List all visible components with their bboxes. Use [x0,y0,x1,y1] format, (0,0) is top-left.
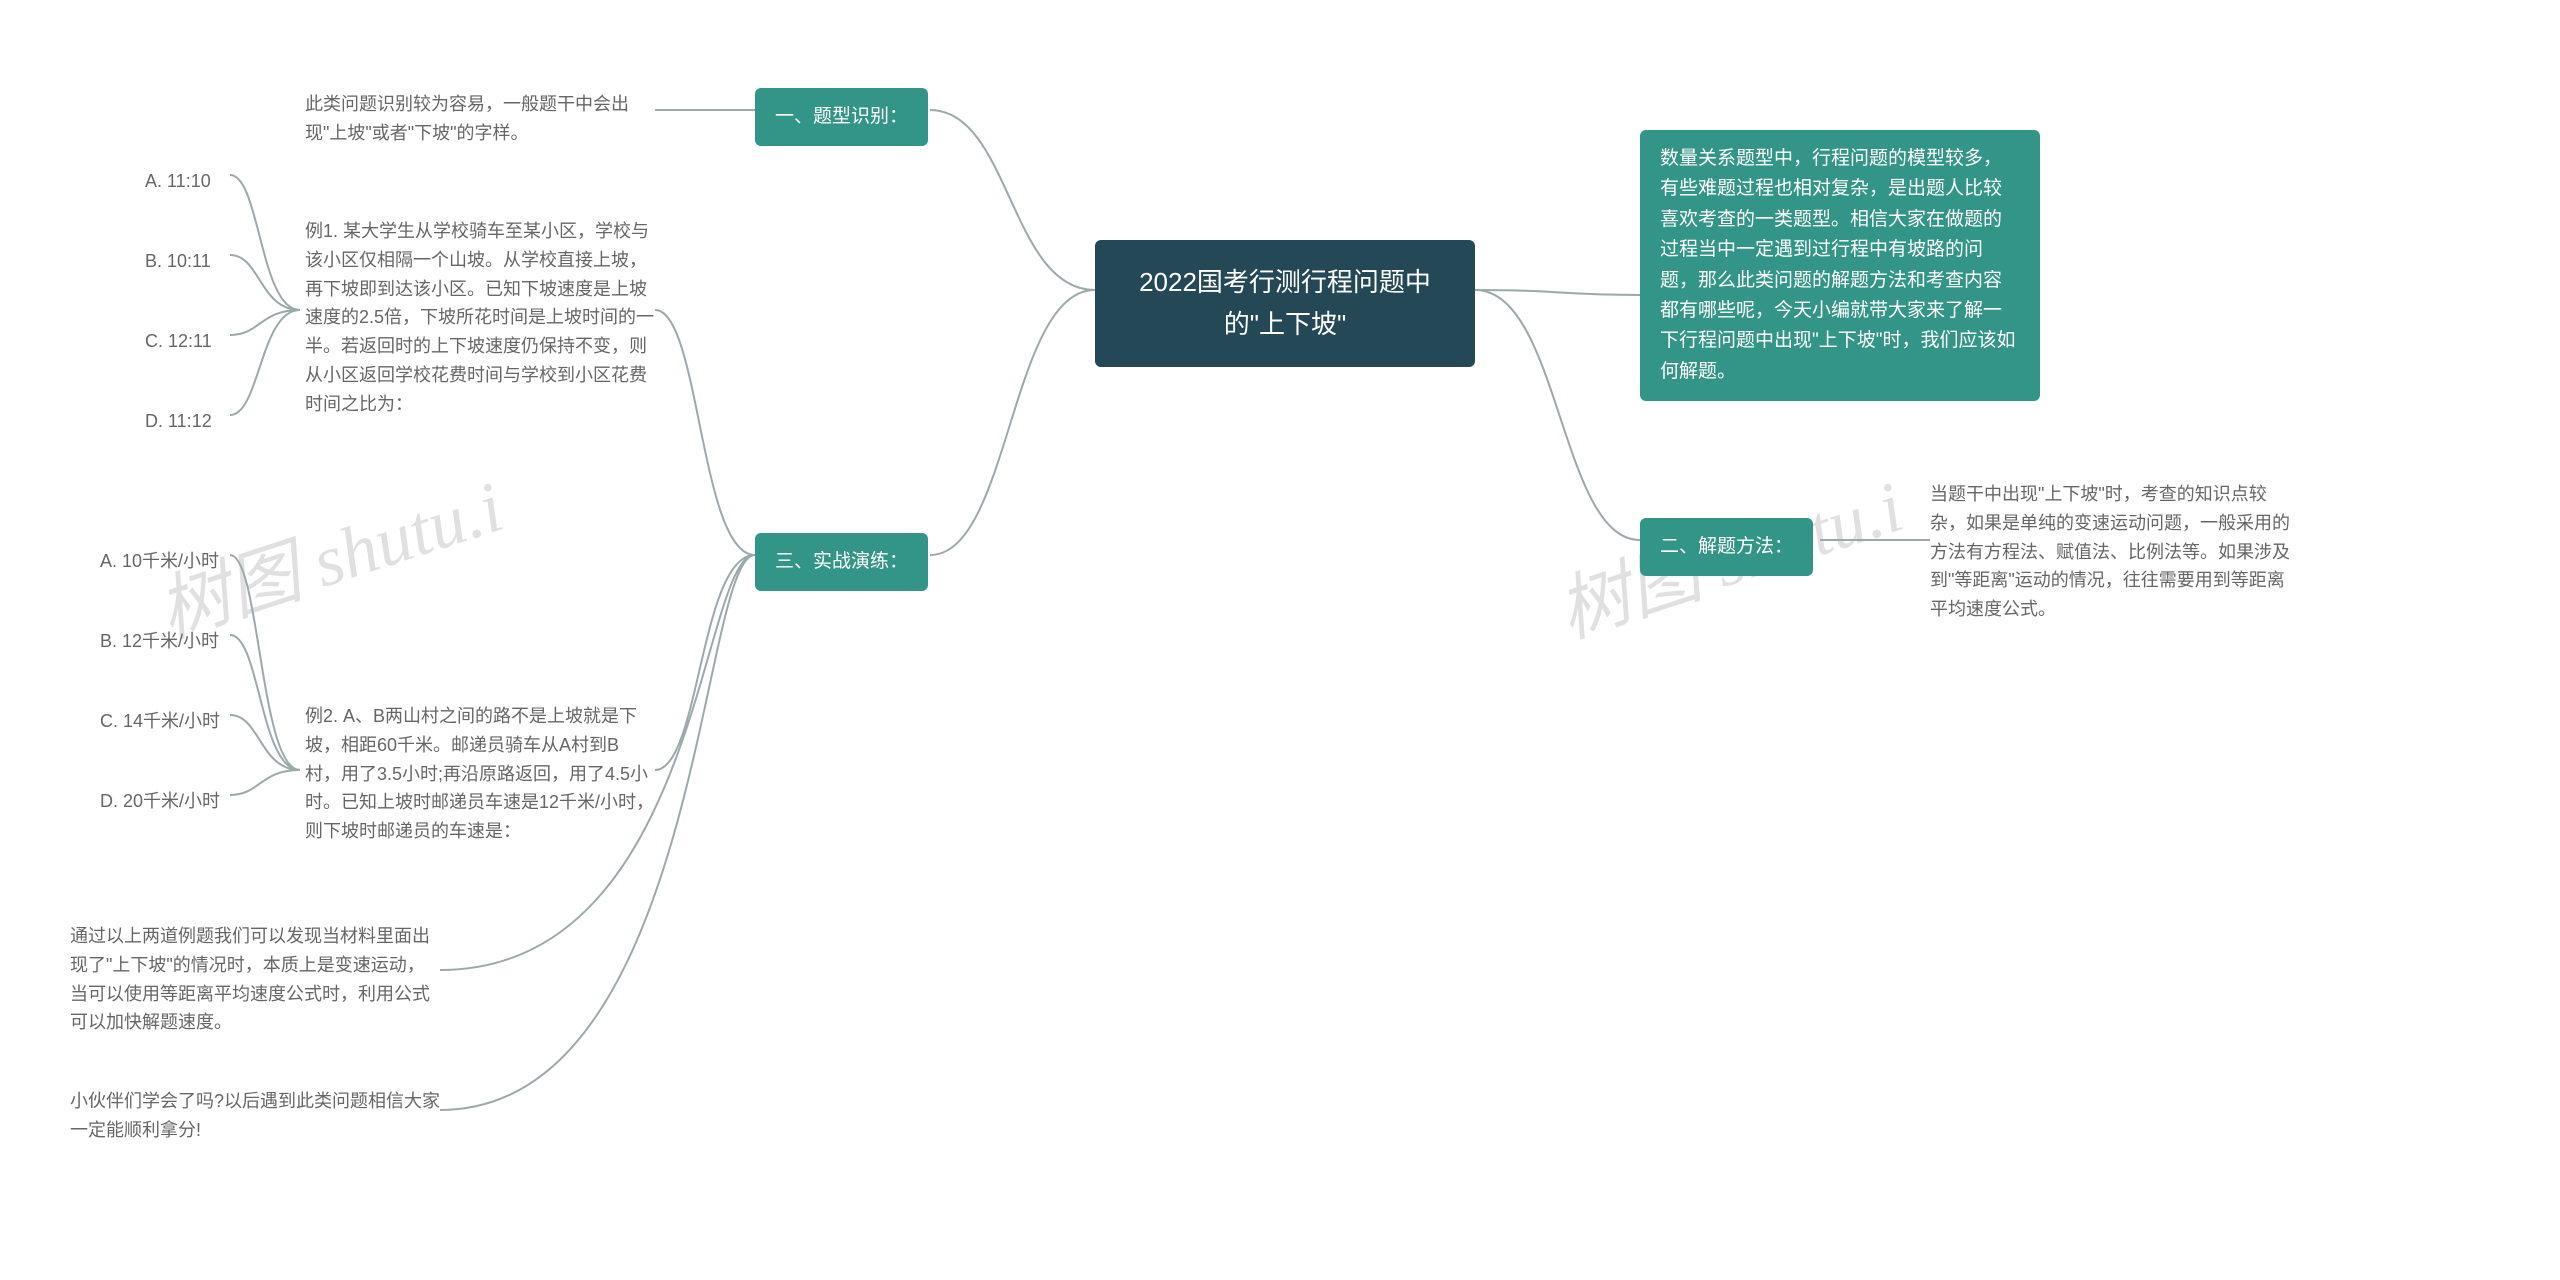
ex2-option-c: C. 14千米/小时 [100,705,220,738]
identify-label: 一、题型识别： [755,88,928,146]
summary-2: 小伙伴们学会了吗?以后遇到此类问题相信大家一定能顺利拿分! [70,1085,440,1147]
ex2-option-d: D. 20千米/小时 [100,785,220,818]
ex1-option-c: C. 12:11 [145,325,212,358]
practice-label: 三、实战演练： [755,533,928,591]
ex2-option-a: A. 10千米/小时 [100,545,219,578]
ex1-option-a: A. 11:10 [145,165,211,198]
identify-text: 此类问题识别较为容易，一般题干中会出现"上坡"或者"下坡"的字样。 [305,88,655,150]
ex2-text: 例2. A、B两山村之间的路不是上坡就是下坡，相距60千米。邮递员骑车从A村到B… [305,700,655,848]
ex1-option-b: B. 10:11 [145,245,211,278]
intro-block: 数量关系题型中，行程问题的模型较多，有些难题过程也相对复杂，是出题人比较喜欢考查… [1640,130,2040,401]
ex1-option-d: D. 11:12 [145,405,212,438]
method-text: 当题干中出现"上下坡"时，考查的知识点较杂，如果是单纯的变速运动问题，一般采用的… [1930,478,2300,626]
ex1-text: 例1. 某大学生从学校骑车至某小区，学校与该小区仅相隔一个山坡。从学校直接上坡，… [305,215,655,421]
center-node: 2022国考行测行程问题中的"上下坡" [1095,240,1475,367]
ex2-option-b: B. 12千米/小时 [100,625,219,658]
summary-1: 通过以上两道例题我们可以发现当材料里面出现了"上下坡"的情况时，本质上是变速运动… [70,920,440,1039]
method-label: 二、解题方法： [1640,518,1813,576]
